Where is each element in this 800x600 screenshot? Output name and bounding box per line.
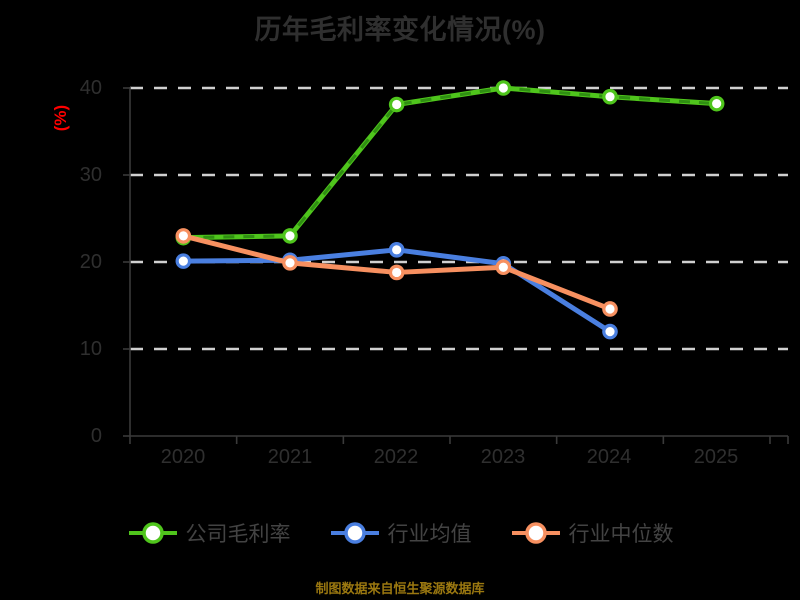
footer-source-note: 制图数据来自恒生聚源数据库	[315, 581, 485, 596]
x-tick-label-2024: 2024	[586, 446, 632, 468]
y-tick-label-0: 0	[90, 425, 102, 447]
legend-item-company[interactable]: 公司毛利率	[127, 518, 291, 548]
x-tick-label-2021: 2021	[267, 446, 313, 468]
x-tick-label-2022: 2022	[373, 446, 419, 468]
chart-title: 历年毛利率变化情况(%)	[254, 15, 546, 45]
legend-marker-icon-company	[128, 522, 177, 544]
legend-label-company: 公司毛利率	[185, 523, 291, 546]
legend-marker-icon-average	[330, 522, 379, 544]
data-series	[175, 80, 725, 340]
legend-item-average[interactable]: 行业均值	[329, 518, 472, 548]
y-tick-label-20: 20	[79, 251, 102, 273]
axes	[123, 87, 789, 444]
legend-label-median: 行业中位数	[568, 523, 674, 546]
y-tick-label-40: 40	[79, 77, 102, 99]
x-tick-label-2025: 2025	[693, 446, 739, 468]
legend-marker-icon-median	[511, 522, 560, 544]
chart-legend: 公司毛利率 行业均值 行业中位数	[0, 518, 800, 548]
y-tick-label-10: 10	[79, 338, 102, 360]
legend-item-median[interactable]: 行业中位数	[510, 518, 674, 548]
y-tick-label-30: 30	[79, 164, 102, 186]
legend-label-average: 行业均值	[387, 523, 472, 546]
x-tick-label-2023: 2023	[480, 446, 526, 468]
x-tick-label-2020: 2020	[160, 446, 206, 468]
gridlines	[130, 86, 788, 351]
